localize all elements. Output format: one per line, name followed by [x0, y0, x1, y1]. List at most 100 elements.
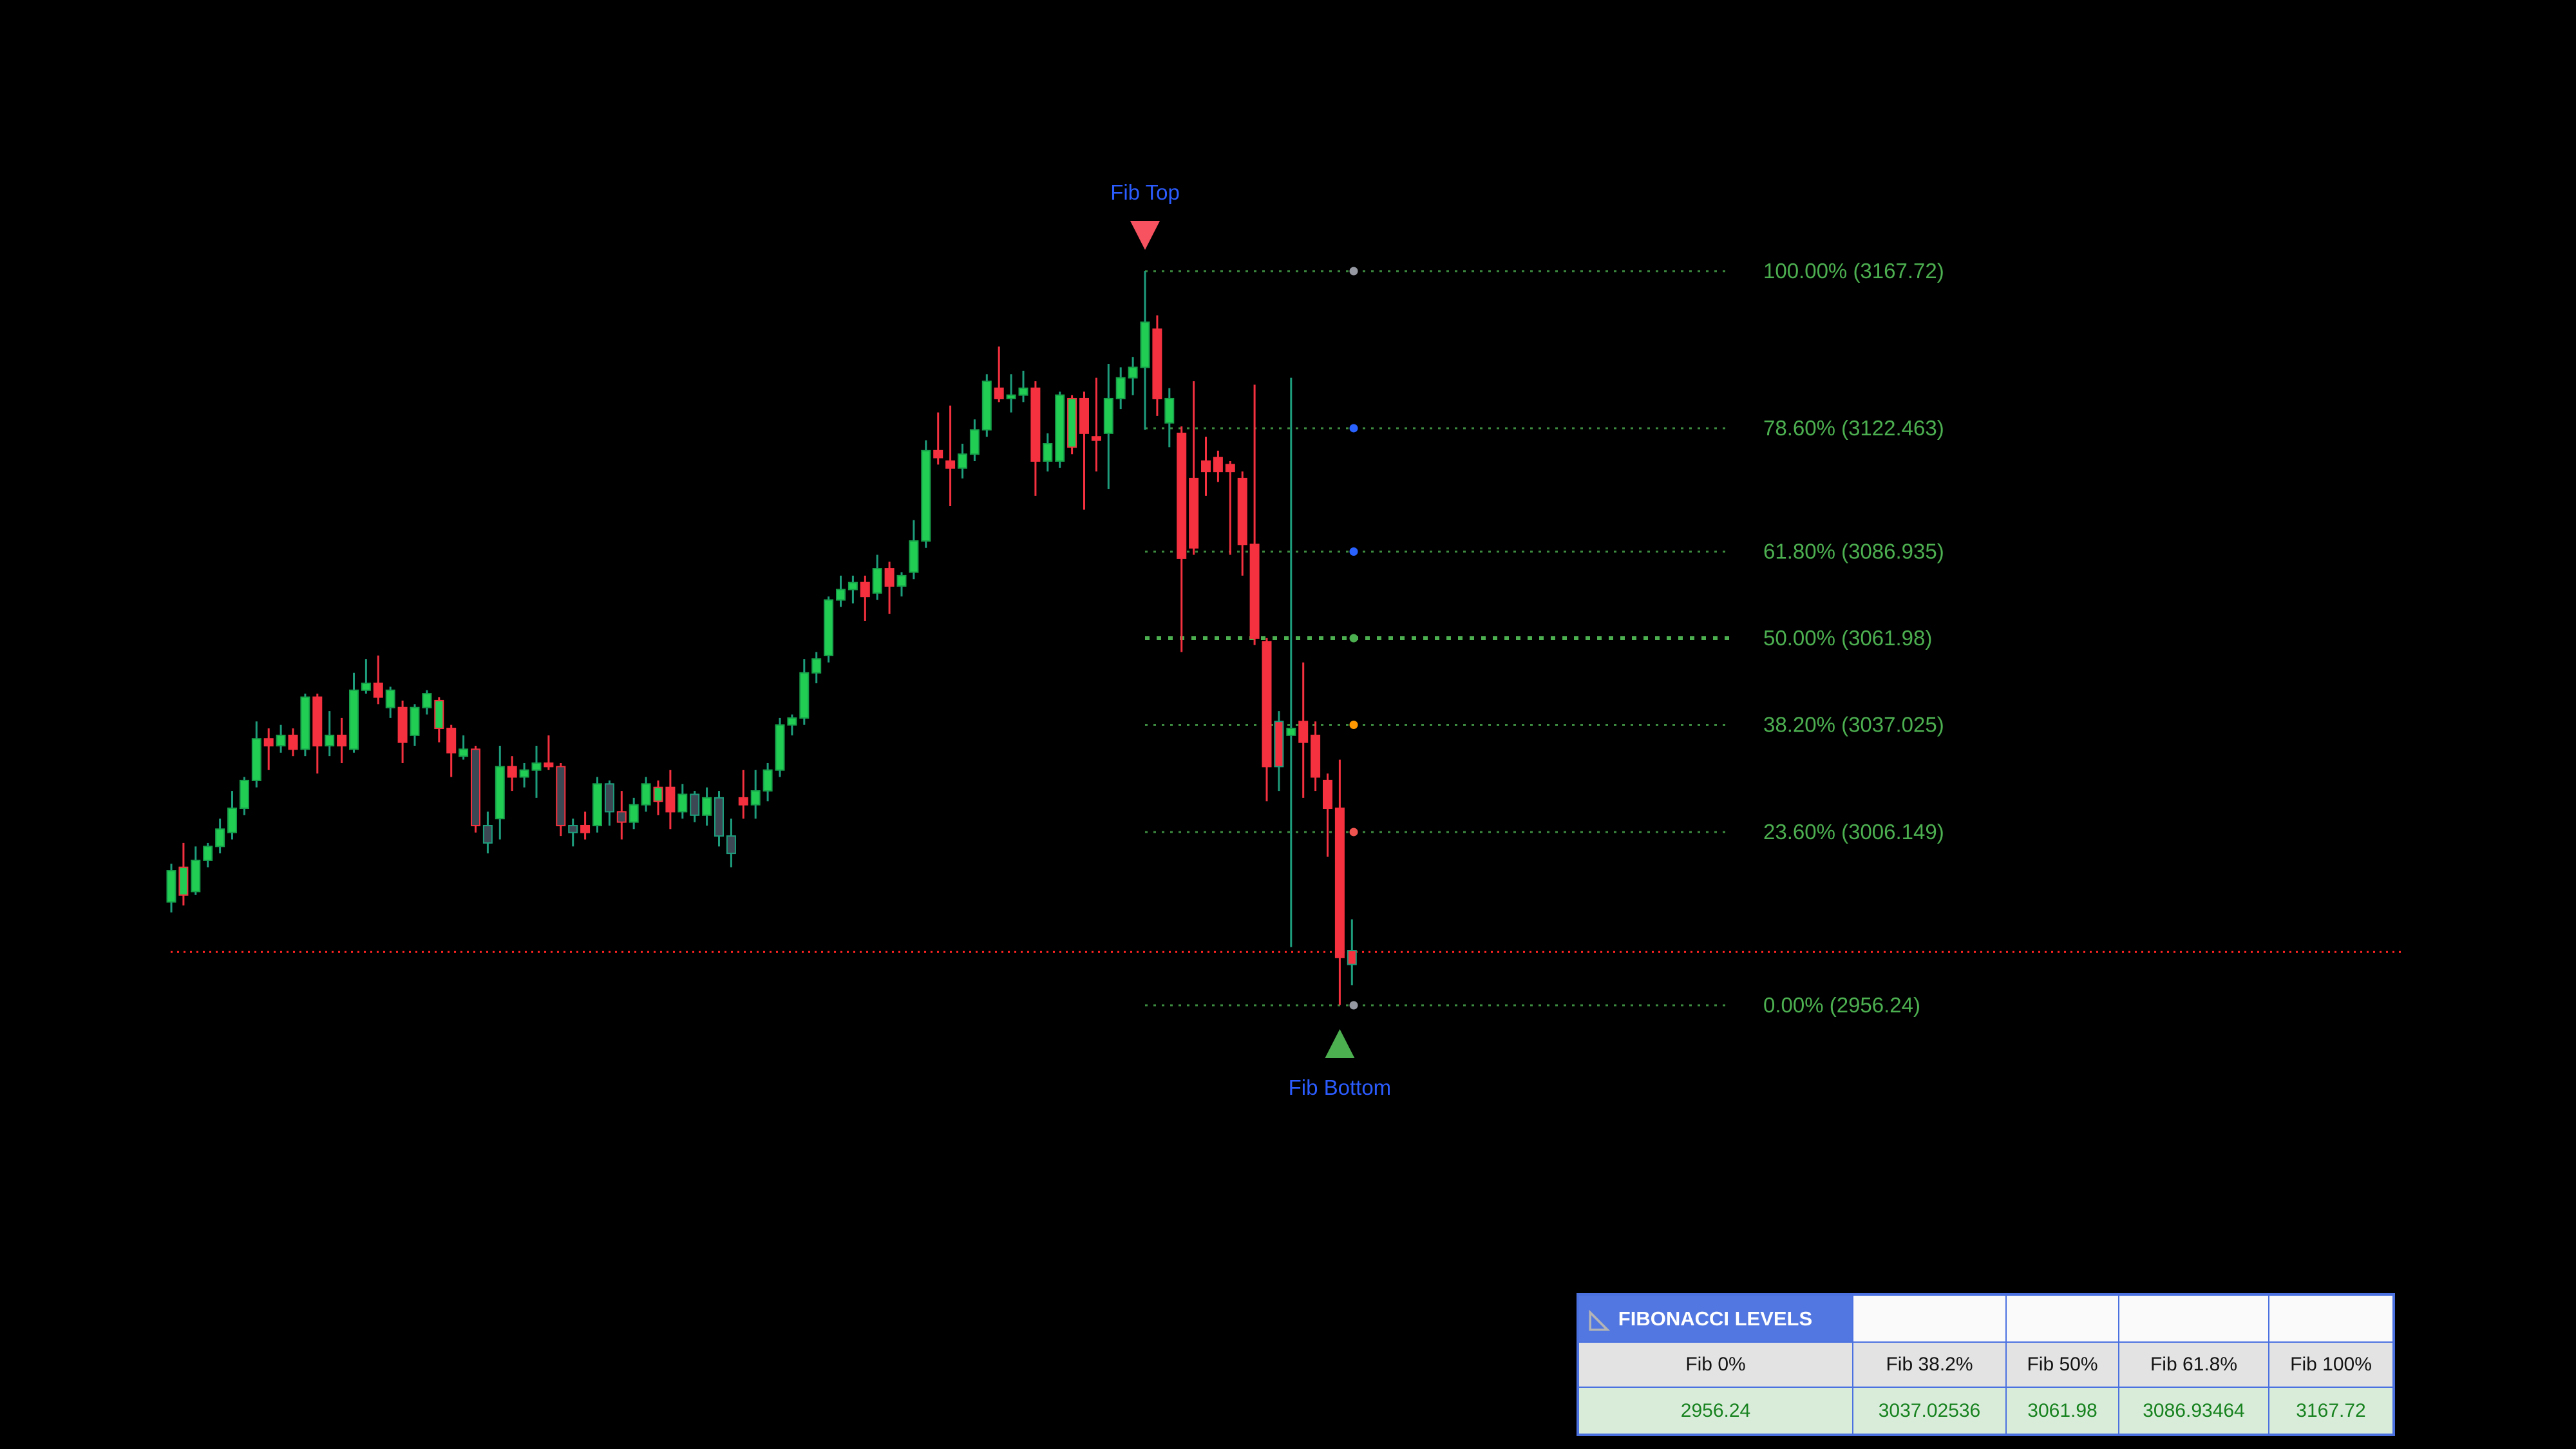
- fib-col-label-50: Fib 50%: [2006, 1342, 2119, 1387]
- candle-body: [1164, 397, 1175, 424]
- candle-body: [1128, 366, 1138, 379]
- candle-body: [690, 793, 700, 816]
- fib-level-label-78.60%[interactable]: 78.60% (3122.463): [1763, 416, 1944, 440]
- candle-body: [665, 786, 676, 813]
- candle-body: [1043, 443, 1053, 462]
- candle-body: [373, 682, 383, 698]
- candle-body: [896, 574, 907, 587]
- candle-body: [556, 766, 566, 826]
- fib-value-100: 3167.72: [2269, 1387, 2393, 1434]
- candle-body: [203, 846, 213, 861]
- candle-body: [349, 689, 359, 750]
- candle-body: [677, 793, 688, 813]
- fib-value-0: 2956.24: [1578, 1387, 1853, 1434]
- candle-body: [945, 460, 956, 469]
- candle-body: [714, 797, 724, 837]
- fib-value-50: 3061.98: [2006, 1387, 2119, 1434]
- candle-body: [385, 689, 395, 708]
- candle-body: [981, 380, 992, 431]
- candle-body: [1213, 457, 1223, 473]
- fib-value-382: 3037.02536: [1853, 1387, 2006, 1434]
- fib-dot-78.60%[interactable]: [1349, 424, 1358, 433]
- fib-level-label-50.00%[interactable]: 50.00% (3061.98): [1763, 626, 1932, 650]
- candle-body: [592, 783, 602, 826]
- candle-body: [848, 582, 858, 591]
- candle-body: [251, 738, 261, 781]
- fib-level-label-23.60%[interactable]: 23.60% (3006.149): [1763, 820, 1944, 844]
- candle-body: [933, 450, 943, 459]
- fib-bottom-label[interactable]: Fib Bottom: [1289, 1075, 1392, 1099]
- candle-body: [361, 682, 371, 691]
- candle-body: [787, 717, 797, 726]
- fib-bottom-triangle-icon[interactable]: [1325, 1029, 1355, 1058]
- fib-table-header-spacer: [2119, 1295, 2269, 1342]
- candle-body: [544, 762, 554, 768]
- candle-body: [580, 824, 591, 833]
- candle-body: [312, 696, 323, 747]
- candle-body: [1237, 477, 1247, 545]
- fib-dot-100.00%[interactable]: [1349, 267, 1358, 276]
- candle-body: [471, 748, 480, 826]
- fib-dot-50.00%[interactable]: [1349, 634, 1358, 643]
- candle-body: [446, 728, 457, 753]
- fib-dot-23.60%[interactable]: [1349, 828, 1358, 837]
- candle-body: [263, 738, 274, 747]
- candle-body: [702, 797, 712, 816]
- candle-body: [1152, 328, 1162, 399]
- candle-body: [616, 811, 627, 823]
- fib-col-label-618: Fib 61.8%: [2119, 1342, 2269, 1387]
- fib-level-label-61.80%[interactable]: 61.80% (3086.935): [1763, 539, 1944, 563]
- candle-body: [1018, 387, 1028, 396]
- fib-table-header-spacer: [2006, 1295, 2119, 1342]
- candle-body: [762, 769, 773, 792]
- candle-body: [836, 589, 846, 601]
- fib-table-header-spacer: [1853, 1295, 2006, 1342]
- candle-body: [860, 582, 870, 598]
- candle-body: [1140, 321, 1150, 368]
- fib-dot-0.00%[interactable]: [1349, 1001, 1358, 1010]
- fibonacci-levels-table: ◺ FIBONACCI LEVELS Fib 0% Fib 38.2% Fib …: [1577, 1293, 2395, 1436]
- candle-body: [410, 706, 420, 736]
- fib-top-label[interactable]: Fib Top: [1110, 180, 1180, 204]
- fib-col-label-100: Fib 100%: [2269, 1342, 2393, 1387]
- fib-value-618: 3086.93464: [2119, 1387, 2269, 1434]
- candle-body: [397, 706, 408, 743]
- candle-body: [653, 786, 663, 802]
- fib-level-label-100.00%[interactable]: 100.00% (3167.72): [1763, 259, 1944, 283]
- fib-level-label-0.00%[interactable]: 0.00% (2956.24): [1763, 993, 1920, 1017]
- candle-body: [325, 734, 335, 747]
- candle-body: [1079, 397, 1089, 434]
- candle-body: [1115, 377, 1126, 399]
- fib-top-triangle-icon[interactable]: [1130, 221, 1160, 250]
- candle-body: [288, 734, 298, 750]
- candle-body: [1323, 779, 1332, 810]
- candle-body: [1055, 394, 1065, 462]
- candle-body: [215, 828, 225, 848]
- candle-body: [969, 429, 980, 455]
- candle-body: [191, 859, 201, 893]
- fib-table-header-spacer: [2269, 1295, 2393, 1342]
- fib-col-label-382: Fib 38.2%: [1853, 1342, 2006, 1387]
- candle-body: [1030, 387, 1041, 462]
- candle-body: [166, 870, 176, 903]
- candle-body: [1274, 721, 1284, 768]
- candle-body: [1334, 808, 1345, 958]
- candle-body: [921, 450, 931, 542]
- candle-body: [872, 568, 882, 594]
- fib-dot-38.20%[interactable]: [1349, 721, 1358, 730]
- candle-body: [1286, 728, 1296, 736]
- fib-dot-61.80%[interactable]: [1349, 547, 1358, 556]
- candle-body: [1091, 436, 1101, 441]
- candle-body: [1311, 734, 1321, 778]
- candle-body: [495, 766, 505, 820]
- candle-body: [1177, 432, 1187, 559]
- candle-body: [507, 766, 517, 778]
- candle-body: [239, 779, 249, 810]
- fib-level-label-38.20%[interactable]: 38.20% (3037.025): [1763, 713, 1944, 737]
- candle-body: [641, 783, 651, 806]
- candle-body: [738, 797, 748, 806]
- candle-body: [178, 866, 189, 896]
- candle-body: [422, 693, 432, 708]
- candle-body: [1347, 950, 1357, 965]
